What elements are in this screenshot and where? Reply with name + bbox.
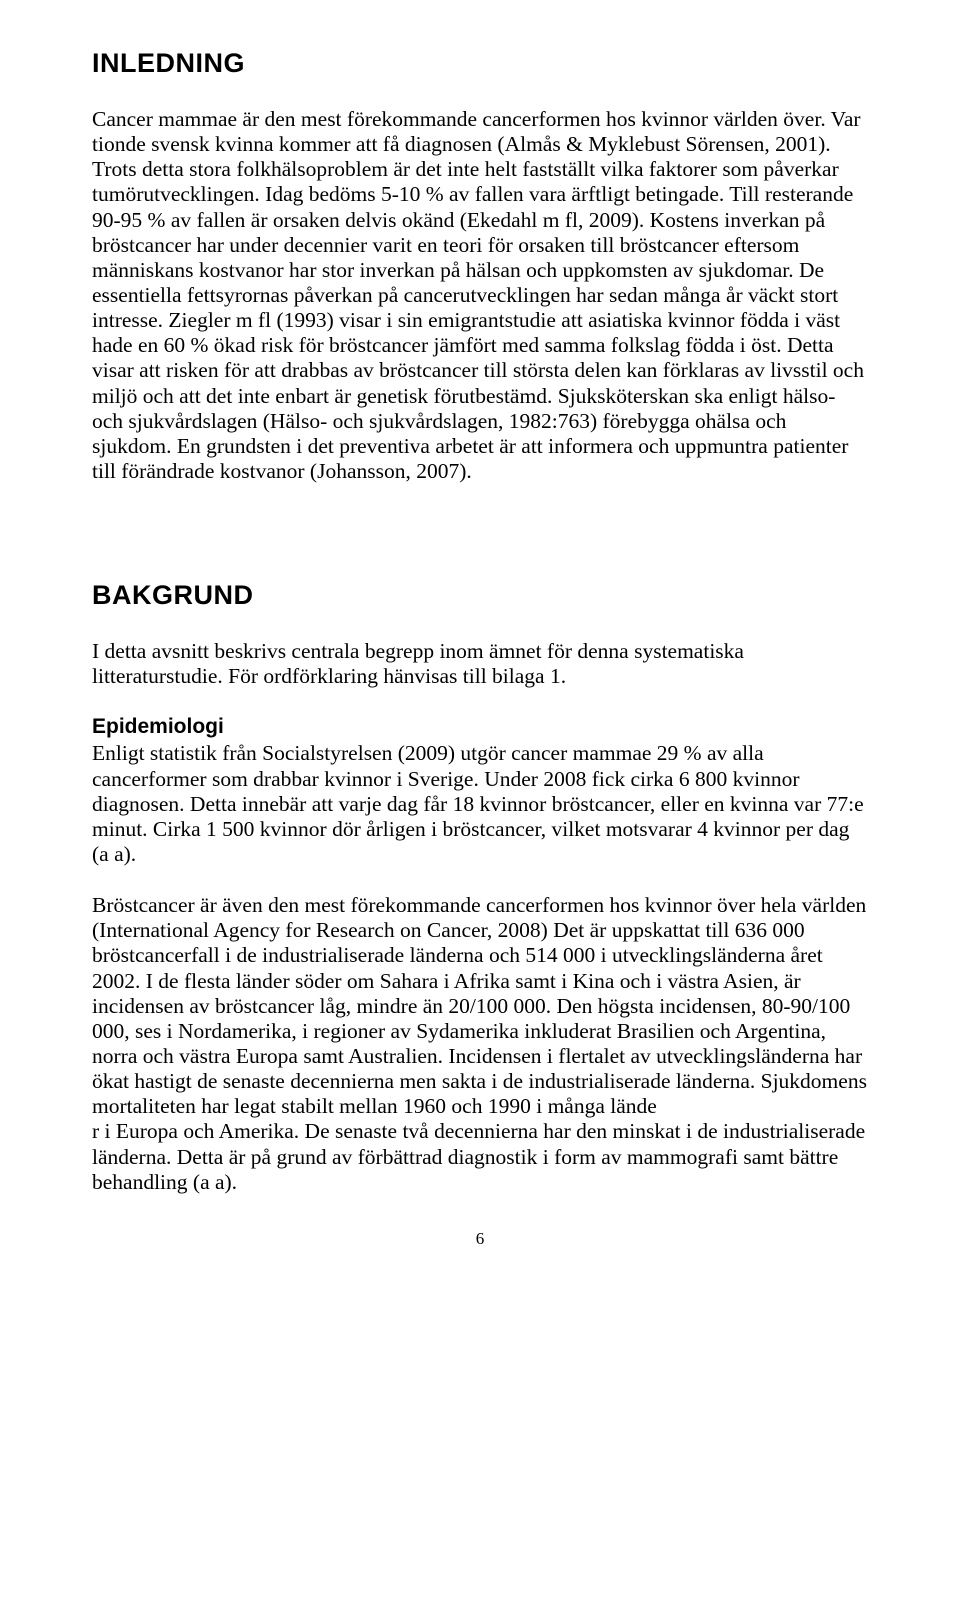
paragraph-bakgrund-intro: I detta avsnitt beskrivs centrala begrep…: [92, 639, 868, 689]
page-number: 6: [92, 1229, 868, 1249]
heading-bakgrund: BAKGRUND: [92, 580, 868, 611]
heading-inledning: INLEDNING: [92, 48, 868, 79]
section-spacer: [92, 510, 868, 580]
paragraph-epidemiologi-1: Enligt statistik från Socialstyrelsen (2…: [92, 741, 868, 867]
subheading-epidemiologi: Epidemiologi: [92, 715, 868, 739]
paragraph-epidemiologi-2: Bröstcancer är även den mest förekommand…: [92, 893, 868, 1119]
paragraph-epidemiologi-3: r i Europa och Amerika. De senaste två d…: [92, 1119, 868, 1194]
paragraph-intro: Cancer mammae är den mest förekommande c…: [92, 107, 868, 484]
